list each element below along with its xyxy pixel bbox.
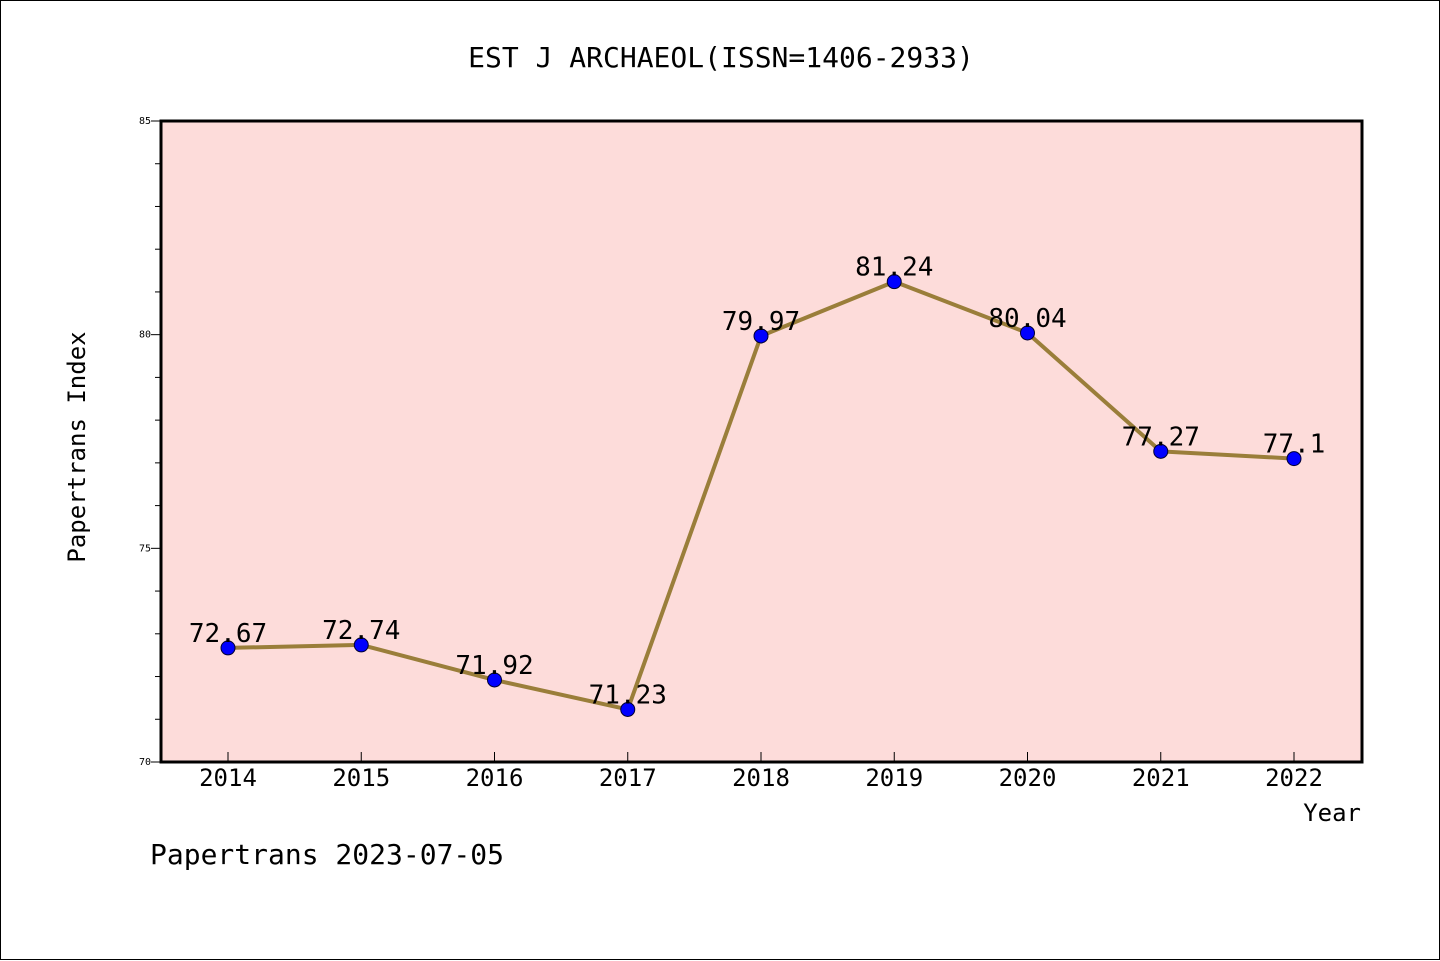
data-labels: 72.67 72.74 71.92 71.23 79.97 81.24 80.04 77.27… [189, 253, 1325, 711]
x-tick-label: 2019 [865, 764, 923, 792]
x-tick-label: 2017 [599, 764, 657, 792]
y-axis-label: Papertrans Index [63, 331, 91, 562]
data-label: 71.92 [455, 651, 533, 681]
x-tick-label: 2022 [1265, 764, 1323, 792]
data-label: 81.24 [855, 253, 933, 283]
y-tick-label: 75 [139, 543, 151, 554]
data-points [220, 274, 1302, 717]
x-tick-label: 2015 [332, 764, 390, 792]
data-point [1020, 325, 1035, 341]
x-tick-label: 2018 [732, 764, 790, 792]
x-axis-label: Year [1303, 799, 1361, 827]
data-label: 77.27 [1122, 422, 1200, 452]
y-tick-label: 85 [139, 116, 151, 127]
data-label: 80.04 [988, 304, 1066, 334]
data-point [886, 274, 902, 290]
footer-note: Papertrans 2023-07-05 [150, 838, 504, 871]
data-point [1153, 443, 1169, 459]
x-tick-label: 2021 [1132, 764, 1190, 792]
data-point [487, 672, 502, 688]
y-tick-label: 70 [139, 757, 151, 768]
data-point [353, 637, 369, 653]
data-label: 72.74 [322, 616, 400, 646]
data-point [753, 328, 769, 344]
plot-border [159, 119, 1364, 764]
chart-title: EST J ARCHAEOL(ISSN=1406-2933) [468, 41, 974, 74]
data-label: 72.67 [189, 619, 267, 649]
data-point [620, 701, 636, 717]
x-tick-label: 2020 [999, 764, 1057, 792]
x-tick-label: 2014 [199, 764, 257, 792]
data-point [1286, 451, 1302, 467]
x-tick-label: 2016 [466, 764, 524, 792]
data-label: 71.23 [589, 680, 667, 710]
data-point [220, 640, 236, 656]
data-label: 79.97 [722, 307, 800, 337]
data-label: 77.1 [1263, 430, 1326, 460]
y-major-ticks: 70 75 80 85 [139, 116, 161, 768]
plot-area [161, 121, 1362, 762]
y-tick-label: 80 [139, 330, 151, 341]
x-ticks: 2014 2015 2016 2017 2018 2019 2020 2021 2022 [199, 752, 1323, 792]
